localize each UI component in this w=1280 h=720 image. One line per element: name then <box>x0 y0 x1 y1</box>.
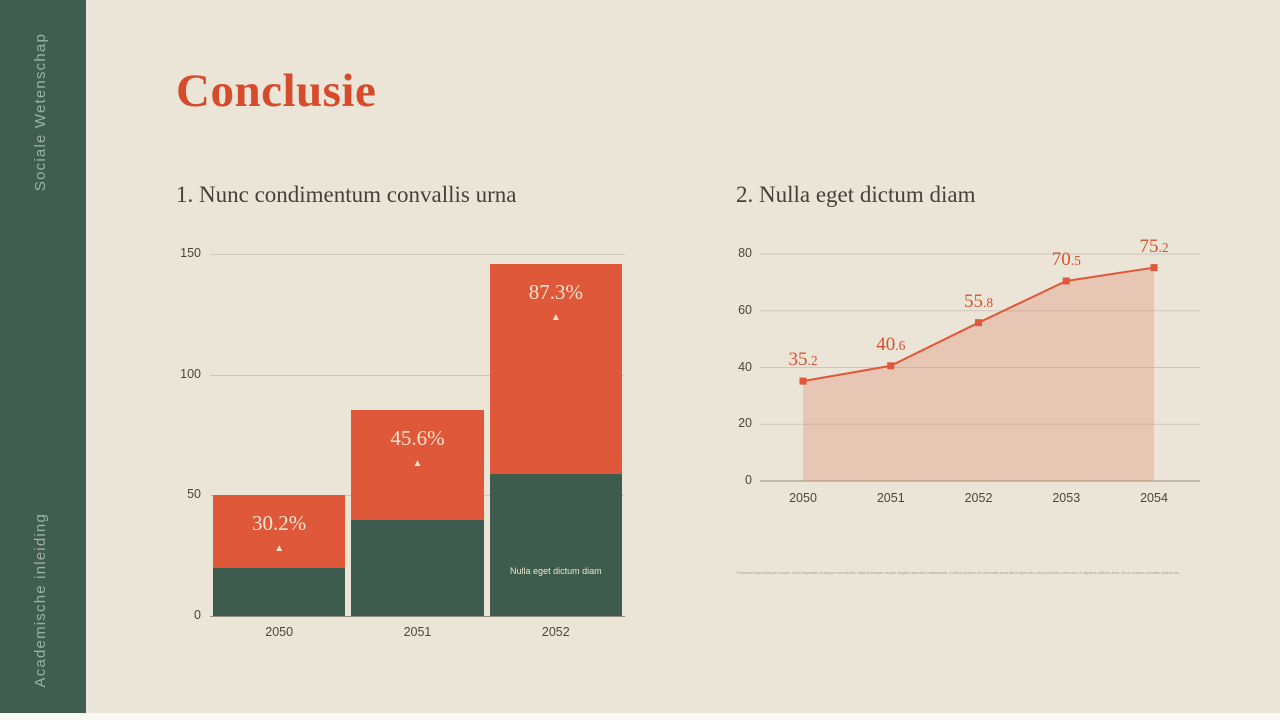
point-value-label: 35.2 <box>763 349 843 371</box>
data-point-marker <box>1062 277 1070 285</box>
point-value-integer: 55 <box>963 290 983 312</box>
triangle-up-icon: ▲ <box>274 543 285 555</box>
bar-segment-green <box>489 474 622 616</box>
grid-line-100 <box>210 374 625 376</box>
y-axis-tick-label: 150 <box>180 246 201 260</box>
bar-segment-green <box>351 520 484 616</box>
point-value-decimal: .6 <box>895 337 906 353</box>
y-axis-tick-label: 0 <box>194 608 201 622</box>
sidebar-label-bottom: Academische inleiding <box>32 512 49 687</box>
data-point-marker <box>1150 264 1158 272</box>
grid-line-150 <box>210 254 625 255</box>
x-axis-tick-label: 2052 <box>964 491 993 505</box>
bar-percentage-label: 30.2% <box>252 511 307 536</box>
x-axis-tick-label: 2054 <box>1140 491 1168 505</box>
point-value-decimal: .5 <box>1070 252 1081 268</box>
bar-percentage-label: 45.6% <box>390 426 445 451</box>
data-point-marker <box>975 319 982 327</box>
y-axis-tick-label: 0 <box>745 473 752 487</box>
bar-inside-note: Nulla eget dictum diam <box>510 566 602 577</box>
x-axis-tick-label: 2052 <box>541 625 570 639</box>
area-chart-svg <box>760 253 1200 482</box>
point-value-label: 70.5 <box>1026 249 1106 271</box>
point-value-integer: 35 <box>788 349 808 371</box>
slide-title: Conclusie <box>176 65 377 117</box>
sidebar-label-top: Sociale Wetenschap <box>32 33 49 192</box>
point-value-label: 55.8 <box>939 291 1019 313</box>
sidebar: Sociale Wetenschap Academische inleiding <box>0 0 86 720</box>
point-value-decimal: .2 <box>1158 239 1169 255</box>
fine-print: Praesent eget tristique mauris. Nam impe… <box>737 570 1179 575</box>
section1-heading: 1. Nunc condimentum convallis urna <box>176 182 517 207</box>
data-point-marker <box>887 362 895 370</box>
data-point-marker <box>799 377 807 385</box>
x-axis-tick-label: 2050 <box>265 625 294 639</box>
y-axis-tick-label: 20 <box>738 416 752 431</box>
stacked-bar-chart: 0 50 100 150 30.2% ▲ 2050 45.6% ▲ 2051 87.3% ▲ Nulla… <box>176 246 646 646</box>
triangle-up-icon: ▲ <box>412 458 423 470</box>
x-axis-tick-label: 2051 <box>403 625 432 639</box>
y-axis-tick-label: 50 <box>187 487 201 502</box>
bar-segment-orange <box>213 495 346 569</box>
triangle-up-icon: ▲ <box>550 311 561 323</box>
point-value-decimal: .8 <box>982 294 994 310</box>
point-value-integer: 40 <box>876 333 896 355</box>
y-axis-tick-label: 60 <box>738 302 752 317</box>
point-value-decimal: .2 <box>807 353 818 369</box>
x-axis-tick-label: 2053 <box>1052 491 1081 505</box>
bar-segment-orange <box>351 410 484 521</box>
point-value-integer: 75 <box>1139 235 1159 257</box>
x-axis-tick-label: 2050 <box>789 491 817 505</box>
bottom-strip <box>0 713 1280 720</box>
point-value-label: 40.6 <box>851 334 931 356</box>
x-axis-line <box>210 616 625 617</box>
point-value-integer: 70 <box>1051 248 1071 270</box>
point-value-label: 75.2 <box>1114 236 1194 258</box>
area-fill <box>803 267 1154 481</box>
section2-heading: 2. Nulla eget dictum diam <box>736 182 976 207</box>
y-axis-tick-label: 100 <box>180 366 201 381</box>
y-axis-tick-label: 40 <box>738 359 752 374</box>
bar-segment-orange <box>489 263 622 475</box>
x-axis-tick-label: 2051 <box>876 491 905 505</box>
bar-segment-green <box>213 568 346 616</box>
bar-percentage-label: 87.3% <box>528 279 583 304</box>
y-axis-tick-label: 80 <box>738 246 752 260</box>
area-line-chart: 0 20 40 60 80 35.2 2050 40.6 2051 55.8 2052 70.5 205… <box>730 236 1220 600</box>
